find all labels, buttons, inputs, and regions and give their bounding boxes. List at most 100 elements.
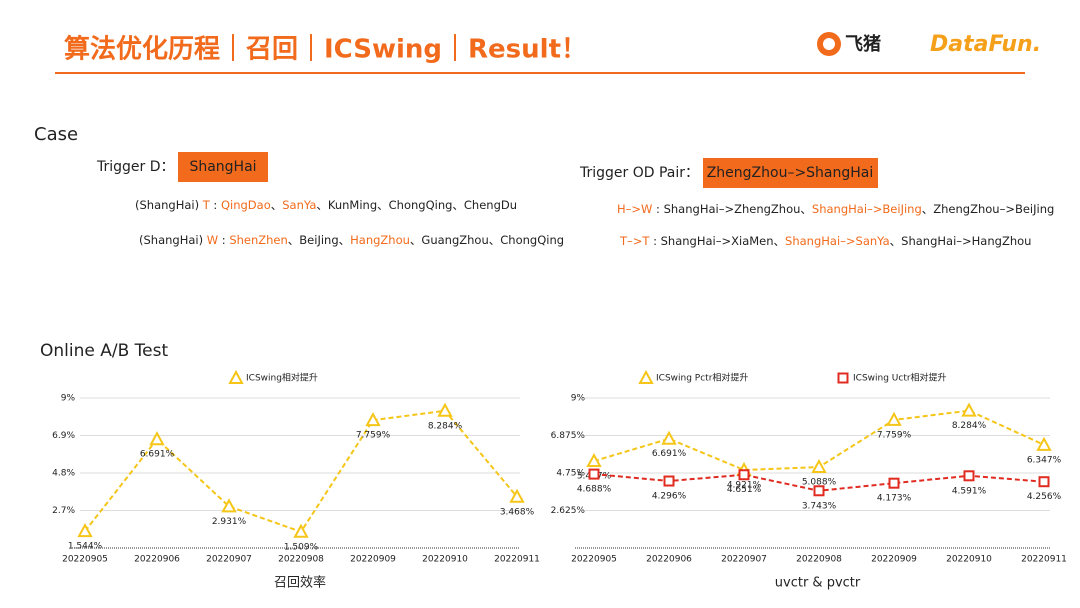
data-label: 8.284%	[952, 421, 987, 431]
data-label: 4.688%	[577, 485, 612, 495]
data-point	[77, 523, 93, 538]
case-text: : ShangHai–>ZhengZhou、	[652, 202, 812, 216]
data-point	[961, 402, 977, 417]
x-tick-label: 20220911	[1021, 555, 1067, 565]
legend-label: ICSwing Uctr相对提升	[853, 372, 947, 384]
data-label: 6.691%	[140, 450, 175, 460]
data-label: 6.347%	[1027, 455, 1062, 465]
case-text: :	[218, 233, 229, 247]
case-text: T	[202, 198, 211, 212]
x-tick-label: 20220907	[206, 555, 252, 565]
case-line: (ShangHai) W : ShenZhen、BeiJing、HangZhou…	[139, 233, 564, 247]
case-text: 、GuangZhou、ChongQing	[410, 233, 564, 247]
case-line: T–>T : ShangHai–>XiaMen、ShangHai–>SanYa、…	[619, 234, 1031, 248]
case-text: HangZhou	[350, 233, 410, 247]
trigger-label: Trigger OD Pair：	[579, 165, 699, 181]
slide-title: 算法优化历程｜召回｜ICSwing｜Result！	[64, 34, 587, 65]
data-point	[1036, 436, 1052, 451]
data-point	[813, 485, 825, 497]
data-label: 7.759%	[356, 431, 391, 441]
data-label: 4.173%	[877, 494, 912, 504]
y-tick-label: 4.8%	[52, 469, 75, 479]
x-tick-label: 20220906	[134, 555, 180, 565]
case-title: Case	[34, 124, 78, 145]
case-text: 、ShangHai–>HangZhou	[890, 234, 1032, 248]
case-line: H–>W : ShangHai–>ZhengZhou、ShangHai–>Bei…	[617, 202, 1054, 216]
data-label: 5.088%	[802, 478, 837, 488]
case-text: : ShangHai–>XiaMen、	[649, 234, 785, 248]
x-tick-label: 20220908	[278, 555, 324, 565]
case-text: 、KunMing、ChongQing、ChengDu	[316, 198, 517, 212]
data-point	[221, 498, 237, 513]
x-tick-label: 20220909	[350, 555, 396, 565]
trigger-label: Trigger D：	[96, 159, 175, 175]
legend-label: ICSwing Pctr相对提升	[656, 372, 748, 384]
data-label: 6.691%	[652, 449, 687, 459]
case-text: H–>W	[617, 202, 652, 216]
case-text: SanYa	[282, 198, 316, 212]
data-point	[509, 488, 525, 503]
case-line: (ShangHai) T : QingDao、SanYa、KunMing、Cho…	[135, 198, 517, 212]
data-point	[963, 470, 975, 482]
y-tick-label: 6.875%	[551, 431, 586, 441]
x-tick-label: 20220907	[721, 555, 767, 565]
data-point	[888, 477, 900, 489]
data-point	[886, 411, 902, 426]
case-text: W	[207, 233, 218, 247]
case-text: (ShangHai)	[135, 198, 203, 212]
data-point	[586, 452, 602, 468]
case-text: ShenZhen	[229, 233, 287, 247]
data-point	[661, 430, 677, 445]
data-label: 4.256%	[1027, 492, 1062, 502]
data-label: 4.921%	[727, 480, 762, 490]
x-axis-label: uvctr & pvctr	[775, 576, 861, 591]
y-tick-label: 9%	[571, 394, 586, 404]
logo-icon-inner	[823, 38, 835, 50]
data-label: 1.509%	[284, 542, 319, 552]
y-tick-label: 6.9%	[52, 431, 75, 441]
legend-marker	[228, 369, 244, 384]
x-tick-label: 20220911	[494, 555, 540, 565]
case-text: QingDao	[221, 198, 271, 212]
data-point	[588, 468, 600, 480]
y-tick-label: 2.7%	[52, 506, 75, 516]
data-point	[1038, 476, 1050, 488]
case-text: ShangHai–>BeiJing	[812, 202, 922, 216]
case-text: 、ZhengZhou–>BeiJing	[922, 202, 1055, 216]
data-label: 2.931%	[212, 517, 247, 527]
data-point	[293, 523, 309, 538]
data-point	[663, 475, 675, 487]
data-point	[738, 469, 750, 481]
x-tick-label: 20220910	[946, 555, 992, 565]
data-label: 3.743%	[802, 501, 837, 511]
case-text: 、BeiJing、	[288, 233, 350, 247]
y-tick-label: 4.75%	[556, 469, 585, 479]
data-label: 8.284%	[428, 421, 463, 431]
case-text: T–>T	[619, 234, 650, 248]
case-text: 、	[271, 198, 283, 212]
x-tick-label: 20220906	[646, 555, 692, 565]
section-title: Online A/B Test	[40, 341, 168, 361]
x-tick-label: 20220909	[871, 555, 917, 565]
x-tick-label: 20220908	[796, 555, 842, 565]
data-label: 4.296%	[652, 492, 687, 502]
case-text: :	[210, 198, 221, 212]
data-label: 4.591%	[952, 486, 987, 496]
logo-text: 飞猪	[845, 33, 881, 55]
logo-text: DataFun.	[930, 32, 1041, 57]
trigger-value: ShangHai	[189, 159, 256, 175]
legend-marker	[638, 369, 654, 384]
data-label: 3.468%	[500, 507, 535, 517]
data-label: 7.759%	[877, 430, 912, 440]
data-label: 4.651%	[727, 485, 762, 495]
data-label: 1.544%	[68, 542, 103, 552]
case-text: ShangHai–>SanYa	[785, 234, 890, 248]
trigger-box	[703, 158, 878, 188]
y-tick-label: 9%	[61, 394, 76, 404]
trigger-box	[178, 152, 268, 182]
data-point	[811, 458, 827, 474]
data-point	[437, 402, 453, 417]
data-point	[149, 431, 165, 446]
